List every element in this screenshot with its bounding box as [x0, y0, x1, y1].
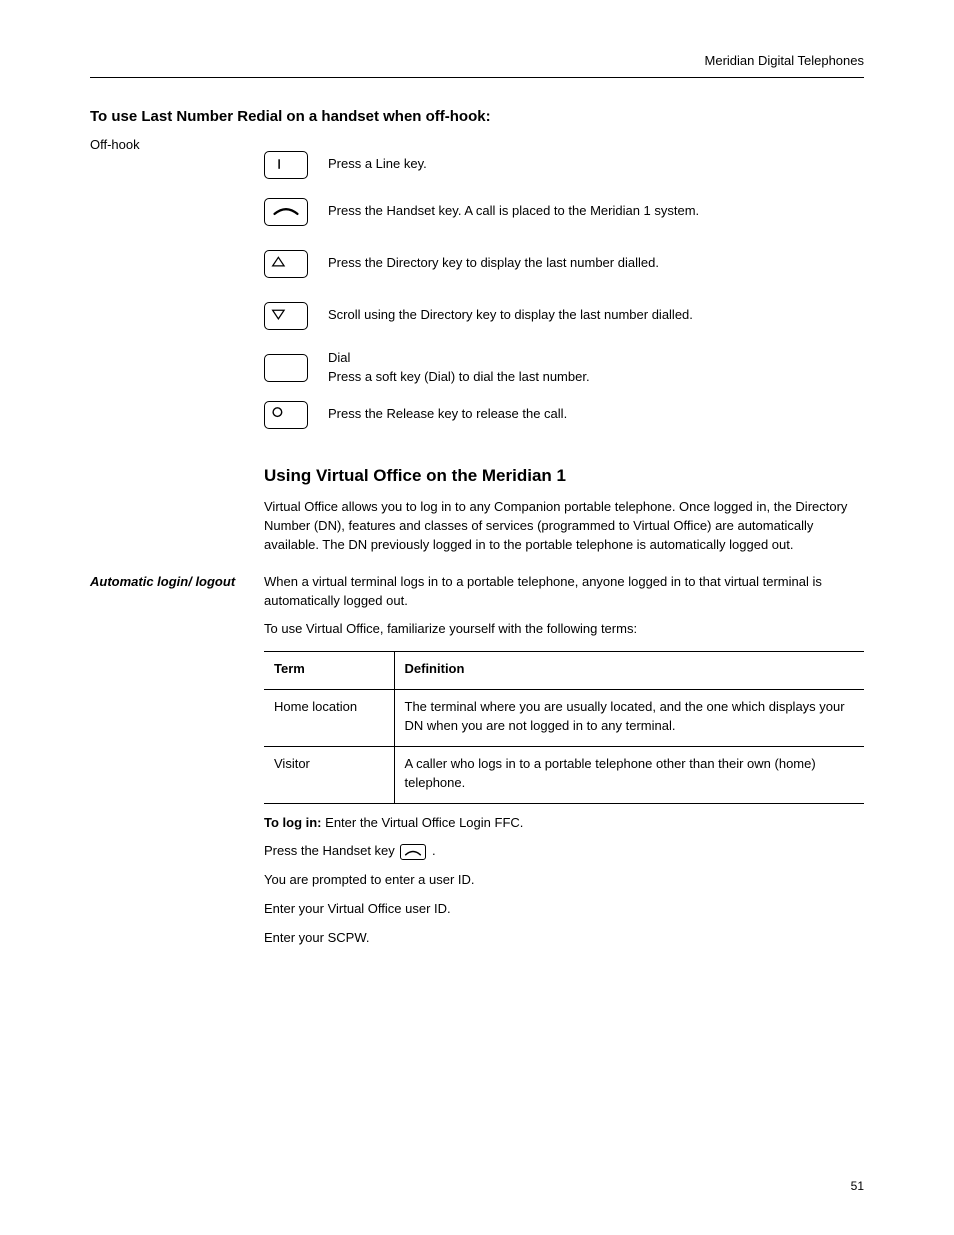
section-title: Using Virtual Office on the Meridian 1: [264, 464, 864, 489]
login-step-suffix: .: [432, 843, 436, 858]
step-text: Press a Line key.: [328, 155, 864, 174]
step-text: Press the Handset key. A call is placed …: [328, 202, 864, 221]
login-step-text: Enter the Virtual Office Login FFC.: [325, 815, 523, 830]
subhead-left: Automatic login/ logout: [90, 573, 250, 592]
section-intro: Virtual Office allows you to log in to a…: [264, 498, 864, 555]
terms-intro: To use Virtual Office, familiarize yours…: [264, 620, 864, 639]
login-step: Enter your SCPW.: [264, 929, 864, 948]
step-row: Press a Line key.: [264, 148, 864, 182]
step-row: Dial Press a soft key (Dial) to dial the…: [264, 346, 864, 390]
step-text: Dial Press a soft key (Dial) to dial the…: [328, 349, 864, 387]
step-row: Press the Release key to release the cal…: [264, 398, 864, 432]
directory-up-key-icon: [264, 250, 308, 278]
procedure-state-label: Off-hook: [90, 136, 250, 155]
login-title: To log in:: [264, 815, 322, 830]
handset-key-icon: [400, 844, 426, 860]
handset-key-icon: [264, 198, 308, 226]
softkey-icon: [264, 354, 308, 382]
terms-table: Term Definition Home location The termin…: [264, 651, 864, 803]
top-divider: [90, 77, 864, 78]
login-step-prefix: Press the Handset key: [264, 843, 398, 858]
step-text: Press the Directory key to display the l…: [328, 254, 864, 273]
table-row: Home location The terminal where you are…: [264, 690, 864, 747]
table-row: Visitor A caller who logs in to a portab…: [264, 746, 864, 803]
def-cell: A caller who logs in to a portable telep…: [394, 746, 864, 803]
step-list: Press a Line key. Press the Handset key.…: [264, 140, 864, 440]
term-cell: Visitor: [264, 746, 394, 803]
release-key-icon: [264, 401, 308, 429]
table-header-term: Term: [264, 652, 394, 690]
page-number: 51: [851, 1178, 864, 1195]
step-text: Press the Release key to release the cal…: [328, 405, 864, 424]
step-row: Press the Handset key. A call is placed …: [264, 190, 864, 234]
step-row: Scroll using the Directory key to displa…: [264, 294, 864, 338]
login-step: Press the Handset key .: [264, 842, 864, 861]
def-cell: The terminal where you are usually locat…: [394, 690, 864, 747]
running-header: Meridian Digital Telephones: [90, 52, 864, 71]
softkey-label: Dial: [328, 350, 350, 365]
directory-down-key-icon: [264, 302, 308, 330]
login-step: Enter your Virtual Office user ID.: [264, 900, 864, 919]
step-text: Scroll using the Directory key to displa…: [328, 306, 864, 325]
subhead-text: When a virtual terminal logs in to a por…: [264, 573, 864, 611]
login-step: You are prompted to enter a user ID.: [264, 871, 864, 890]
table-header-def: Definition: [394, 652, 864, 690]
step-row: Press the Directory key to display the l…: [264, 242, 864, 286]
term-cell: Home location: [264, 690, 394, 747]
softkey-desc: Press a soft key (Dial) to dial the last…: [328, 369, 590, 384]
procedure-title: To use Last Number Redial on a handset w…: [90, 106, 864, 128]
line-key-icon: [264, 151, 308, 179]
login-step: To log in: Enter the Virtual Office Logi…: [264, 814, 864, 833]
